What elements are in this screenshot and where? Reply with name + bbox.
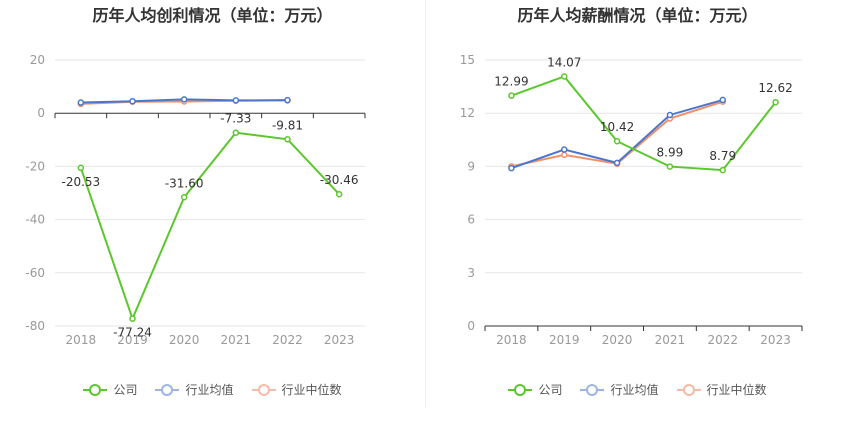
- x-tick-label: 2018: [66, 333, 97, 347]
- chart-title: 历年人均创利情况（单位：万元）: [92, 6, 333, 25]
- data-point: [284, 96, 291, 104]
- legend-label: 行业中位数: [706, 383, 767, 397]
- data-label: 8.99: [657, 146, 684, 160]
- data-point: [180, 194, 188, 201]
- data-point: [129, 315, 136, 322]
- data-point: [719, 96, 726, 104]
- data-point: [180, 96, 188, 103]
- panel-divider: [425, 0, 426, 408]
- profit-chart-plot: 20 0 -20 -40 -60 -80 2018 2019 2020 2021 2022 2023 -…: [25, 53, 366, 347]
- legend-item-company[interactable]: 公司: [508, 381, 562, 398]
- x-tick-label: 2018: [496, 333, 527, 347]
- y-tick-label: -40: [25, 213, 45, 227]
- legend-label: 行业均值: [610, 383, 659, 397]
- data-point: [335, 190, 343, 198]
- legend: 公司 行业均值 行业中位数: [425, 381, 850, 398]
- y-tick-label: 6: [467, 213, 475, 227]
- y-tick-label: 20: [30, 53, 45, 67]
- data-point: [613, 159, 621, 167]
- y-tick-label: -20: [25, 159, 45, 173]
- chart-title: 历年人均薪酬情况（单位：万元）: [517, 6, 758, 25]
- x-tick-label: 2020: [602, 333, 633, 347]
- x-tick-label: 2022: [707, 333, 738, 347]
- data-label: -31.60: [165, 176, 204, 190]
- data-point: [719, 166, 726, 174]
- legend: 公司 行业均值 行业中位数: [0, 381, 425, 398]
- legend-marker-icon: [251, 383, 276, 396]
- x-tick-label: 2021: [221, 333, 252, 347]
- chart-panel-profit: 历年人均创利情况（单位：万元） 20 0 -20 -40 -60 -80 2018 2019 2…: [0, 6, 425, 398]
- data-label: 8.79: [709, 149, 736, 163]
- data-point: [772, 98, 779, 106]
- x-tick-label: 2019: [549, 333, 580, 347]
- legend-item-company[interactable]: 公司: [83, 381, 137, 398]
- y-tick-label: 12: [460, 106, 475, 120]
- data-point: [613, 137, 621, 145]
- legend-marker-icon: [580, 383, 605, 396]
- data-point: [508, 92, 515, 99]
- data-point: [232, 97, 240, 104]
- legend-item-industry-median[interactable]: 行业中位数: [676, 381, 767, 398]
- y-tick-label: 0: [467, 319, 475, 333]
- y-tick-label: 9: [467, 159, 475, 173]
- data-label: 12.62: [758, 81, 792, 95]
- x-tick-label: 2023: [324, 333, 355, 347]
- data-point: [666, 163, 674, 170]
- y-tick-label: -60: [25, 266, 45, 280]
- data-point: [129, 97, 136, 105]
- data-label: -7.33: [220, 112, 251, 126]
- legend-marker-icon: [676, 383, 701, 396]
- data-label: 10.42: [600, 120, 634, 134]
- data-point: [561, 151, 568, 159]
- data-point: [508, 164, 515, 172]
- legend-item-industry-mean[interactable]: 行业均值: [580, 381, 659, 398]
- legend-marker-icon: [155, 383, 180, 396]
- legend-label: 公司: [113, 383, 138, 397]
- data-point: [561, 73, 568, 80]
- data-point: [77, 99, 85, 106]
- x-tick-label: 2023: [760, 333, 791, 347]
- legend-marker-icon: [83, 383, 108, 396]
- legend-label: 公司: [538, 383, 563, 397]
- chart-panel-salary: 历年人均薪酬情况（单位：万元） 15 12 9 6 3 0 2018 2019 2020 2021…: [425, 0, 850, 437]
- x-tick-label: 2021: [655, 333, 686, 347]
- data-label: -77.24: [113, 326, 152, 340]
- data-point: [232, 129, 240, 136]
- legend-marker-icon: [508, 383, 533, 396]
- data-point: [77, 164, 85, 172]
- legend-label: 行业中位数: [281, 383, 342, 397]
- y-tick-label: 0: [37, 106, 45, 120]
- data-label: -20.53: [61, 175, 100, 189]
- y-tick-label: 3: [467, 266, 475, 280]
- series-line: [511, 75, 777, 172]
- x-tick-label: 2022: [272, 333, 303, 347]
- legend-label: 行业均值: [185, 383, 234, 397]
- data-point: [284, 136, 291, 143]
- data-label: -9.81: [272, 118, 303, 132]
- data-point: [666, 111, 674, 119]
- data-label: 12.99: [494, 75, 528, 89]
- legend-item-industry-median[interactable]: 行业中位数: [251, 381, 342, 398]
- x-tick-label: 2019: [117, 333, 148, 347]
- data-label: 14.07: [547, 55, 581, 69]
- legend-item-industry-mean[interactable]: 行业均值: [155, 381, 234, 398]
- series-line: [79, 131, 340, 322]
- salary-chart-plot: 15 12 9 6 3 0 2018 2019 2020 2021 2022 2023 12.99 14.…: [460, 53, 803, 347]
- data-point: [561, 146, 568, 153]
- data-label: -30.46: [320, 173, 359, 187]
- x-tick-label: 2020: [169, 333, 200, 347]
- y-tick-label: -80: [25, 319, 45, 333]
- y-tick-label: 15: [460, 53, 475, 67]
